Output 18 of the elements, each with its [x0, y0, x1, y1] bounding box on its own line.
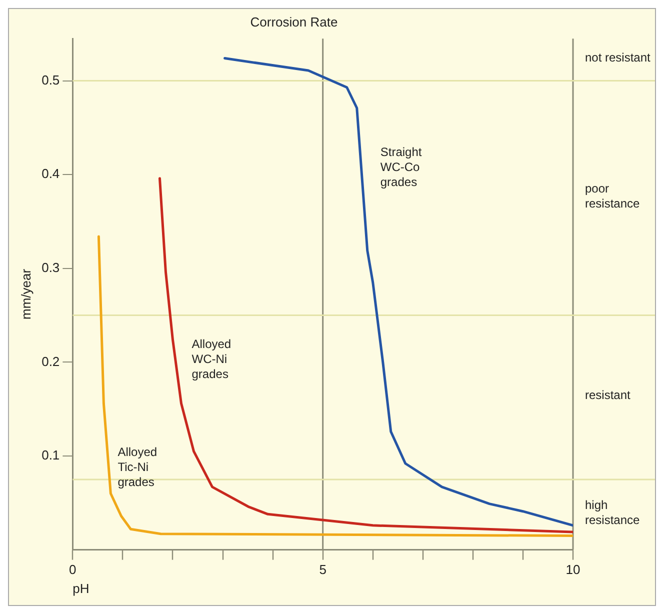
y-tick-label: 0.1 — [42, 448, 60, 463]
series-label: Straight WC-Co grades — [380, 144, 422, 189]
chart-title: Corrosion Rate — [250, 14, 338, 30]
series-label: Alloyed Tic-Ni grades — [118, 444, 158, 489]
y-tick-label: 0.4 — [42, 166, 60, 182]
y-axis-title: mm/year — [18, 268, 34, 320]
x-tick-label: 0 — [69, 562, 76, 578]
text: not resistant — [585, 50, 652, 65]
x-axis-title: pH — [72, 580, 90, 596]
y-tick-label: 0.5 — [42, 72, 60, 88]
y-tick-label: 0.2 — [42, 354, 60, 369]
x-tick-label: 5 — [319, 562, 326, 578]
x-tick-label: 10 — [566, 562, 580, 578]
text: poor resistance — [585, 181, 640, 210]
text: high resistance — [585, 498, 640, 527]
y-tick-label: 0.3 — [42, 260, 60, 275]
series-label: Alloyed WC-Ni grades — [192, 337, 232, 382]
text: resistant — [585, 388, 632, 402]
